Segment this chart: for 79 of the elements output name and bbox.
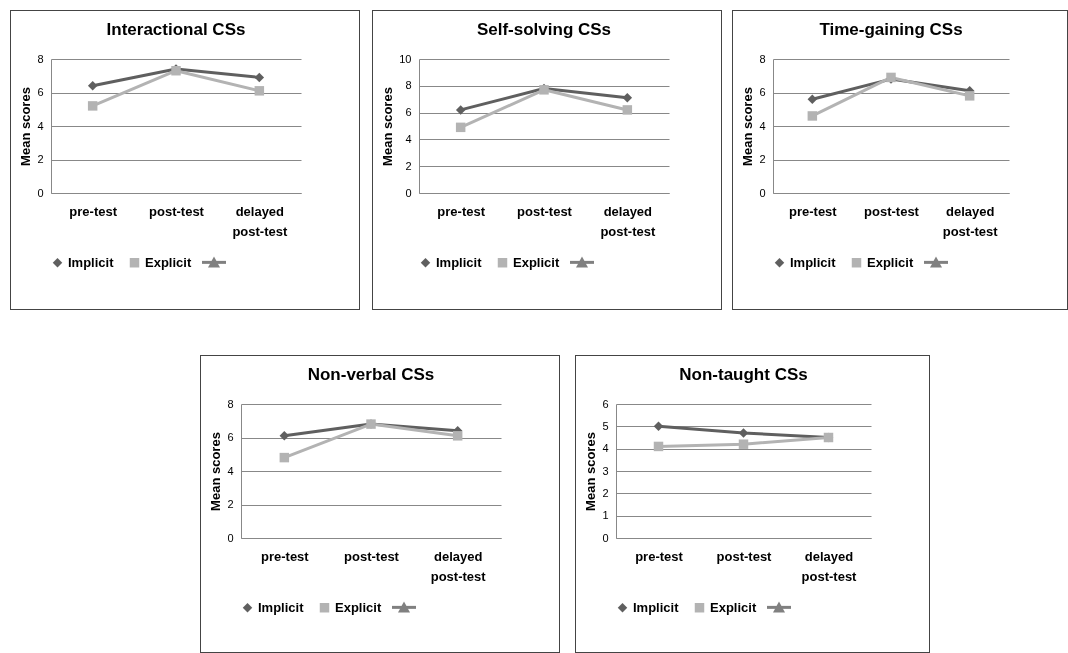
legend-label: Implicit [633, 599, 680, 615]
legend-label: Explicit [145, 254, 192, 270]
y-tick-label: 2 [602, 486, 609, 499]
y-tick-label: 1 [602, 509, 609, 522]
y-tick-label: 0 [227, 531, 234, 544]
y-tick-label: 0 [405, 186, 412, 199]
y-axis-title: Mean scores [380, 87, 396, 166]
y-tick-label: 4 [227, 464, 234, 477]
chart-title: Self-solving CSs [476, 20, 612, 39]
y-tick-label: 4 [37, 119, 44, 132]
point [254, 86, 265, 96]
y-tick-label: 0 [37, 186, 44, 199]
x-tick-label: pre-test [260, 548, 310, 564]
point [622, 93, 633, 103]
y-tick-label: 2 [37, 153, 44, 165]
y-axis-title: Mean scores [208, 432, 224, 511]
chart-title: Time-gaining CSs [819, 20, 963, 39]
y-tick-label: 6 [405, 106, 412, 119]
y-tick-label: 6 [759, 86, 766, 98]
x-tick-label: delayed post-test [942, 203, 999, 239]
y-tick-label: 6 [37, 86, 44, 98]
y-tick-label: 10 [399, 52, 412, 65]
point [738, 439, 749, 449]
y-tick-label: 6 [227, 431, 234, 443]
x-tick-label: pre-test [437, 203, 486, 219]
y-tick-label: 8 [37, 52, 44, 65]
x-tick-label: post-test [149, 203, 205, 219]
point [653, 441, 664, 452]
x-tick-label: delayed post-test [430, 548, 487, 584]
x-tick-label: post-test [716, 548, 773, 564]
y-tick-label: 8 [227, 397, 234, 410]
y-tick-label: 0 [759, 186, 766, 199]
point [279, 431, 290, 441]
y-axis-title: Mean scores [583, 432, 599, 511]
chart-title: Interactional CSs [106, 20, 246, 39]
legend-label: Explicit [335, 599, 382, 615]
point [622, 105, 633, 115]
x-tick-label: post-test [517, 203, 573, 219]
legend-label: Explicit [513, 254, 560, 270]
y-axis-title: Mean scores [18, 87, 34, 166]
point [87, 81, 98, 91]
point [964, 91, 975, 101]
y-axis-title: Mean scores [740, 87, 756, 166]
legend-label: Implicit [790, 254, 837, 270]
y-tick-label: 8 [759, 52, 766, 65]
x-tick-label: pre-test [788, 203, 838, 219]
x-tick-label: delayed post-test [232, 203, 288, 239]
point [807, 111, 818, 121]
x-tick-label: delayed post-test [801, 548, 858, 584]
y-tick-label: 4 [602, 442, 609, 455]
legend-label: Implicit [68, 254, 115, 270]
chart-title: Non-verbal CSs [307, 365, 435, 384]
point [279, 452, 290, 463]
point [455, 122, 466, 133]
y-tick-label: 0 [602, 531, 609, 544]
point [807, 94, 818, 104]
x-tick-label: delayed post-test [600, 203, 656, 239]
y-tick-label: 2 [227, 498, 234, 510]
y-tick-label: 5 [602, 419, 609, 432]
x-tick-label: pre-test [635, 548, 684, 564]
y-tick-label: 3 [602, 464, 609, 477]
legend-label: Explicit [710, 599, 757, 615]
legend-label: Implicit [258, 599, 305, 615]
y-tick-label: 2 [405, 159, 412, 172]
y-tick-label: 8 [405, 79, 412, 92]
point [254, 72, 265, 83]
point [455, 105, 466, 115]
y-tick-label: 6 [602, 397, 609, 410]
chart-title: Non-taught CSs [679, 365, 808, 384]
point [87, 101, 98, 111]
legend-label: Explicit [867, 254, 914, 270]
x-tick-label: post-test [864, 203, 920, 219]
y-tick-label: 4 [759, 119, 766, 132]
y-tick-label: 2 [759, 153, 766, 165]
x-tick-label: post-test [344, 548, 400, 564]
point [452, 431, 463, 441]
x-tick-label: pre-test [69, 203, 118, 219]
y-tick-label: 4 [405, 132, 412, 145]
legend-label: Implicit [436, 254, 483, 270]
